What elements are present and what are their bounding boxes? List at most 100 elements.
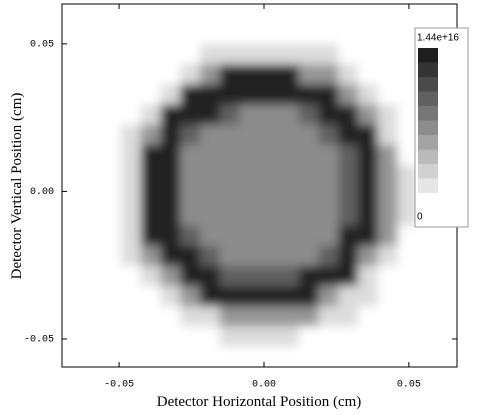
heat-cell <box>318 4 339 25</box>
heat-cell <box>357 64 379 85</box>
heat-cell <box>219 265 241 287</box>
heat-cell <box>239 104 260 126</box>
heat-cell <box>357 346 379 367</box>
heat-cell <box>239 23 260 45</box>
heat-cell <box>278 104 300 126</box>
heat-cell <box>417 306 438 327</box>
heat-cell <box>377 44 399 65</box>
heat-cell <box>397 144 418 166</box>
heat-cell <box>436 225 457 247</box>
heat-cell <box>298 346 320 367</box>
heat-cell <box>81 306 102 327</box>
heat-cell <box>81 124 102 146</box>
heat-cell <box>140 306 162 327</box>
heat-cell <box>259 286 280 307</box>
heat-cell <box>259 185 280 206</box>
heat-cell <box>219 185 241 206</box>
heat-cell <box>199 124 221 146</box>
heatmap-cells <box>62 4 457 367</box>
heat-cell <box>239 44 260 65</box>
heat-cell <box>199 84 221 106</box>
heat-cell <box>357 286 379 307</box>
heat-cell <box>417 4 438 25</box>
heat-cell <box>338 104 359 126</box>
heat-cell <box>298 23 320 45</box>
heat-cell <box>160 84 181 106</box>
heat-cell <box>397 306 418 327</box>
y-tick-label: 0.00 <box>30 187 54 198</box>
heat-cell <box>120 286 142 307</box>
heat-cell <box>397 225 418 247</box>
heat-cell <box>298 64 320 85</box>
heat-cell <box>397 165 418 186</box>
heat-cell <box>140 165 162 186</box>
heat-cell <box>377 326 399 348</box>
heat-cell <box>62 245 83 267</box>
heat-cell <box>180 346 201 367</box>
heat-cell <box>298 144 320 166</box>
heat-cell <box>120 144 142 166</box>
heat-cell <box>298 165 320 186</box>
heat-cell <box>278 286 300 307</box>
heat-cell <box>120 185 142 206</box>
heat-cell <box>338 245 359 267</box>
heat-cell <box>357 205 379 227</box>
heat-cell <box>377 245 399 267</box>
heat-cell <box>377 23 399 45</box>
heat-cell <box>377 124 399 146</box>
heat-cell <box>120 265 142 287</box>
heat-cell <box>199 346 221 367</box>
heat-cell <box>160 205 181 227</box>
heat-cell <box>357 104 379 126</box>
heat-cell <box>239 84 260 106</box>
heat-cell <box>140 64 162 85</box>
heat-cell <box>62 144 83 166</box>
y-tick-label: -0.05 <box>24 335 54 346</box>
heat-cell <box>101 265 122 287</box>
heat-cell <box>160 265 181 287</box>
heat-cell <box>318 144 339 166</box>
heat-cell <box>62 225 83 247</box>
heat-cell <box>377 84 399 106</box>
heat-cell <box>160 4 181 25</box>
heat-cell <box>357 84 379 106</box>
heat-cell <box>377 4 399 25</box>
heat-cell <box>377 104 399 126</box>
heat-cell <box>219 144 241 166</box>
heat-cell <box>180 84 201 106</box>
heat-cell <box>180 124 201 146</box>
heat-cell <box>120 165 142 186</box>
heat-cell <box>278 185 300 206</box>
heat-cell <box>318 124 339 146</box>
heat-cell <box>62 286 83 307</box>
heat-cell <box>397 346 418 367</box>
heat-cell <box>160 346 181 367</box>
heat-cell <box>199 44 221 65</box>
heat-cell <box>417 265 438 287</box>
heat-cell <box>397 286 418 307</box>
heat-cell <box>298 225 320 247</box>
heat-cell <box>357 185 379 206</box>
heat-cell <box>81 286 102 307</box>
heat-cell <box>199 265 221 287</box>
heat-cell <box>397 205 418 227</box>
heat-cell <box>357 44 379 65</box>
heat-cell <box>120 346 142 367</box>
heat-cell <box>338 144 359 166</box>
heat-cell <box>417 326 438 348</box>
heat-cell <box>377 144 399 166</box>
heat-cell <box>180 23 201 45</box>
colorbar-swatches <box>418 48 438 193</box>
x-tick-label: 0.05 <box>397 380 421 391</box>
heat-cell <box>417 286 438 307</box>
heat-cell <box>239 265 260 287</box>
heat-cell <box>160 165 181 186</box>
heat-cell <box>120 225 142 247</box>
heat-cell <box>81 245 102 267</box>
heat-cell <box>338 84 359 106</box>
heat-cell <box>62 265 83 287</box>
heat-cell <box>338 185 359 206</box>
heat-cell <box>140 205 162 227</box>
heat-cell <box>377 346 399 367</box>
heat-cell <box>160 306 181 327</box>
